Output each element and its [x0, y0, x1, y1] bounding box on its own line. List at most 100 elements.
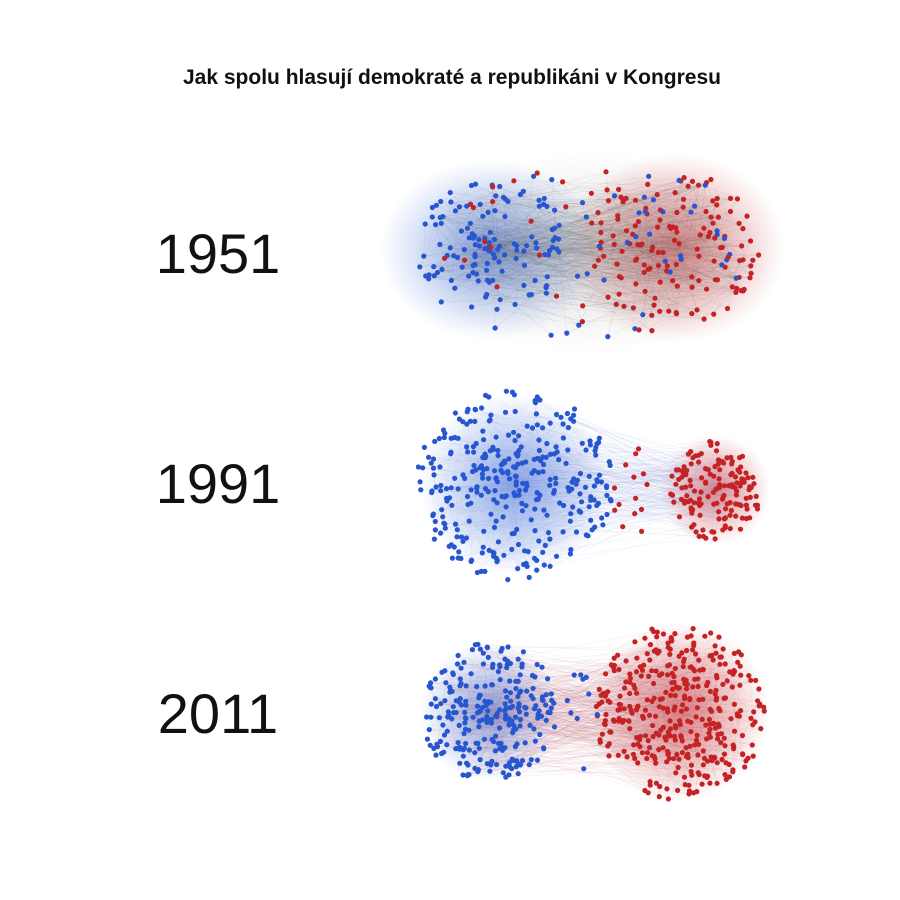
node [686, 782, 692, 788]
node [543, 290, 550, 296]
edge [433, 399, 541, 469]
edge [476, 273, 716, 280]
node [520, 649, 527, 655]
edge [556, 414, 709, 470]
node [752, 502, 759, 508]
node [430, 513, 436, 519]
node [476, 718, 482, 724]
edge [648, 176, 655, 306]
node [707, 229, 713, 236]
edge [537, 396, 596, 451]
edge [517, 455, 709, 497]
edge [457, 478, 465, 530]
edge [454, 478, 462, 559]
node [681, 774, 688, 780]
node [711, 529, 717, 535]
node [633, 451, 639, 457]
node [659, 696, 666, 702]
node [655, 263, 662, 269]
edge [521, 446, 679, 471]
node [605, 334, 611, 340]
node [620, 524, 626, 530]
edge [477, 415, 574, 573]
edge [616, 236, 709, 305]
node [503, 712, 509, 718]
node [433, 222, 439, 228]
edge [554, 209, 627, 231]
node [721, 235, 728, 241]
node [720, 681, 726, 688]
node [556, 457, 562, 463]
edge [504, 427, 543, 463]
node [676, 514, 683, 520]
edge [602, 701, 653, 735]
node [729, 684, 735, 690]
node [632, 326, 638, 332]
node [437, 464, 443, 470]
edge [522, 462, 742, 484]
edge [694, 673, 734, 680]
node [599, 515, 605, 521]
node [722, 661, 728, 667]
edge [529, 294, 669, 312]
edge [489, 201, 624, 283]
edge [494, 471, 740, 528]
node [649, 328, 655, 334]
edge [562, 181, 605, 281]
edge [558, 238, 677, 265]
edge [429, 729, 712, 758]
node [457, 676, 463, 682]
edge [609, 697, 717, 744]
node [688, 483, 694, 489]
node [682, 500, 688, 506]
edge [635, 236, 744, 261]
edge [524, 265, 605, 281]
node [676, 685, 683, 691]
node [466, 273, 472, 279]
edge [475, 256, 692, 278]
node [688, 719, 694, 725]
edge [447, 255, 530, 296]
node [733, 501, 739, 507]
node [579, 200, 586, 206]
node [657, 217, 663, 223]
node [526, 762, 532, 768]
node [480, 544, 486, 550]
edge [494, 240, 675, 258]
node [489, 682, 495, 688]
node [748, 715, 754, 721]
edge [489, 282, 552, 336]
node [690, 684, 696, 690]
edge [435, 698, 667, 763]
edge [691, 198, 718, 288]
edge [642, 186, 689, 315]
edge [473, 260, 715, 266]
edge [463, 673, 630, 757]
node [738, 502, 744, 509]
edge [465, 728, 697, 741]
edge [616, 289, 745, 305]
node [462, 726, 469, 732]
edge [675, 704, 683, 773]
edge [645, 211, 649, 270]
edge [559, 225, 600, 247]
edge [591, 222, 628, 243]
node [714, 202, 720, 208]
node [526, 292, 532, 298]
node [501, 552, 507, 558]
edge [573, 478, 736, 517]
node [714, 231, 720, 238]
edge [529, 635, 706, 765]
edge [691, 496, 757, 528]
edge [490, 206, 684, 233]
node [470, 444, 476, 450]
node [684, 493, 690, 499]
edge [662, 747, 727, 780]
node [627, 675, 634, 681]
edge [573, 415, 725, 487]
node [604, 511, 610, 518]
edge [672, 198, 738, 281]
node [566, 488, 572, 494]
edge [515, 286, 693, 305]
node [616, 701, 622, 708]
